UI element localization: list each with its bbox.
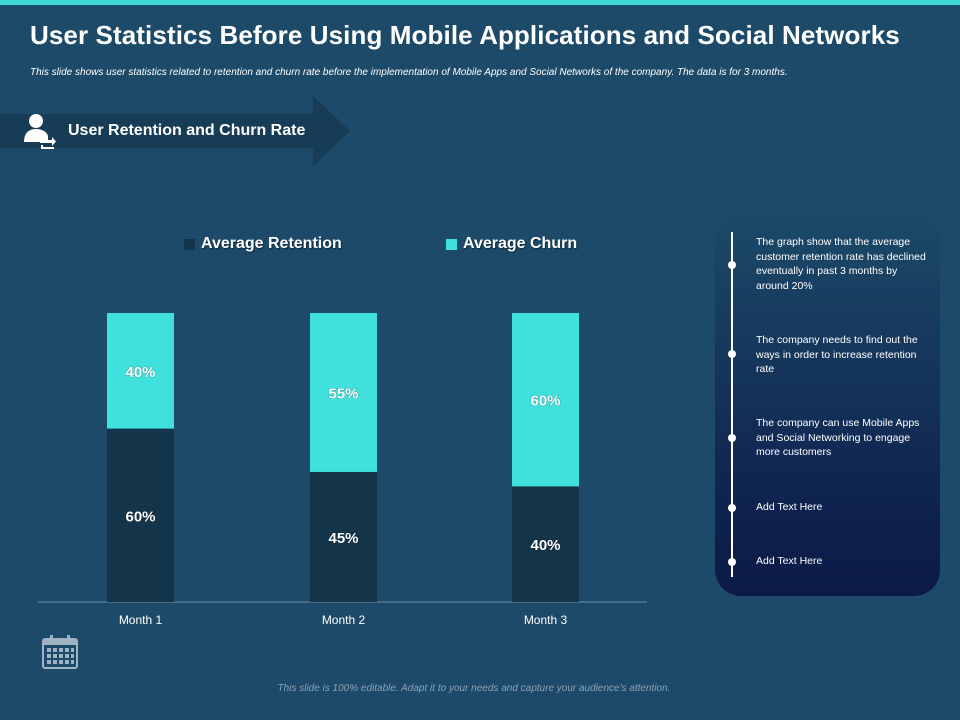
- data-label-retention-month-3: 40%: [530, 537, 560, 554]
- section-banner-arrow: [0, 96, 350, 166]
- bar-retention-month-2: [310, 471, 377, 602]
- x-tick-label: Month 2: [322, 613, 366, 627]
- calendar-icon: [42, 635, 78, 669]
- note-item: Add Text Here: [756, 501, 823, 513]
- legend-label-churn: Average Churn: [463, 235, 578, 252]
- note-bullet: [728, 261, 736, 269]
- legend-swatch-retention: [184, 238, 195, 250]
- data-label-churn-month-1: 40%: [125, 364, 155, 381]
- data-label-retention-month-1: 60%: [125, 508, 155, 525]
- note-bullet: [728, 434, 736, 442]
- data-label-churn-month-2: 55%: [328, 385, 358, 402]
- notes-panel: [715, 212, 940, 596]
- section-label: User Retention and Churn Rate: [68, 122, 306, 139]
- footer-note: This slide is 100% editable. Adapt it to…: [277, 683, 671, 694]
- note-item: The graph show that the average customer…: [756, 236, 926, 292]
- legend-swatch-churn: [446, 238, 457, 250]
- bar-churn-month-2: [310, 313, 377, 472]
- x-tick-label: Month 1: [119, 613, 163, 627]
- note-bullet: [728, 558, 736, 566]
- data-label-churn-month-3: 60%: [530, 393, 560, 410]
- note-item: The company can use Mobile Apps and Soci…: [756, 417, 920, 458]
- bar-retention-month-3: [512, 486, 579, 602]
- legend-label-retention: Average Retention: [201, 235, 342, 252]
- note-bullet: [728, 504, 736, 512]
- note-bullet: [728, 350, 736, 358]
- legend-churn: Average Churn: [446, 235, 577, 253]
- data-label-retention-month-2: 45%: [328, 530, 358, 547]
- note-item: Add Text Here: [756, 555, 823, 567]
- bar-churn-month-1: [107, 313, 174, 429]
- bar-churn-month-3: [512, 313, 579, 487]
- top-accent-strip: [0, 0, 960, 5]
- note-item: The company needs to find out the ways i…: [756, 334, 918, 375]
- legend-retention: Average Retention: [184, 235, 342, 253]
- user-refresh-icon: [24, 114, 56, 149]
- notes-timeline-line: [731, 232, 733, 577]
- x-tick-label: Month 3: [524, 613, 568, 627]
- page-subtitle: This slide shows user statistics related…: [30, 67, 788, 78]
- page-title: User Statistics Before Using Mobile Appl…: [30, 20, 900, 50]
- bar-retention-month-1: [107, 428, 174, 602]
